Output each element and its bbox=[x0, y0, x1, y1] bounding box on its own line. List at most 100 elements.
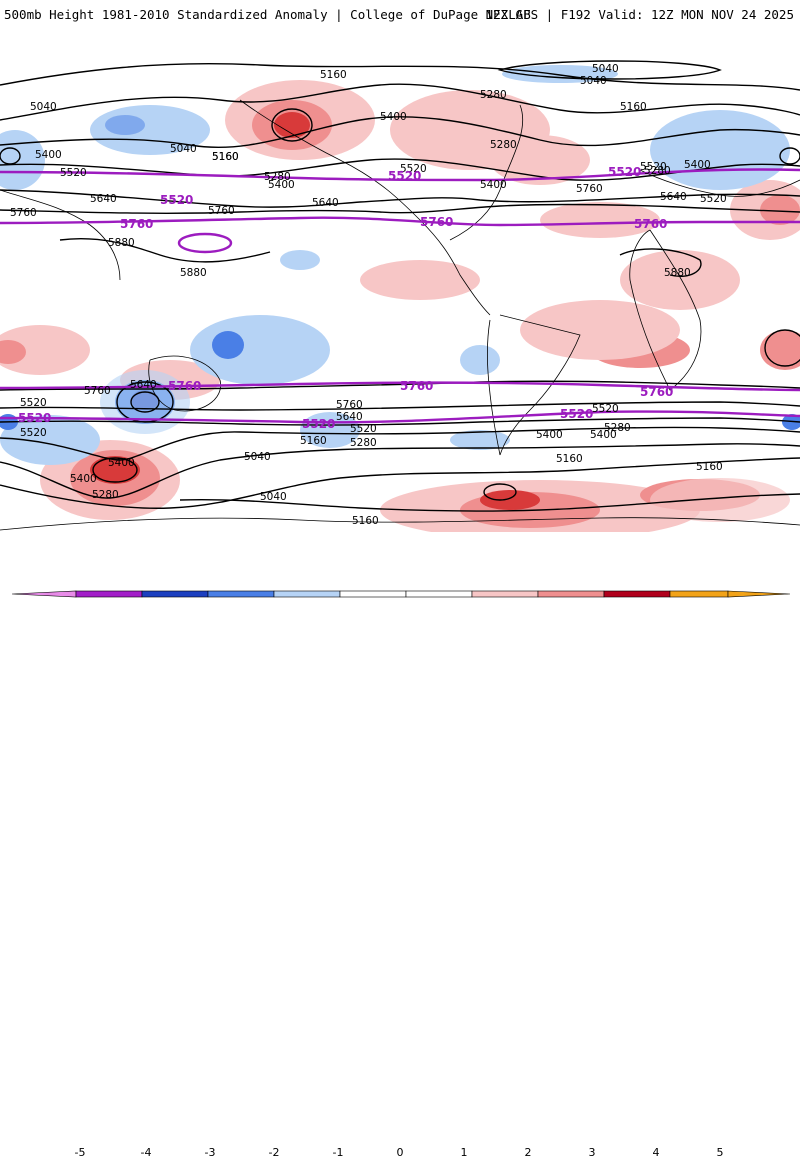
anomaly-pos1-sahara bbox=[620, 250, 740, 310]
contour-5520-north bbox=[0, 158, 800, 181]
anomaly-neg2-pacific bbox=[212, 331, 244, 359]
anomaly-neg1-s-pacific bbox=[300, 412, 360, 448]
colorbar-segment-neg3-neg2 bbox=[207, 590, 275, 598]
colorbar-tick-label: -2 bbox=[268, 1146, 280, 1159]
colorbar-tick-label: 1 bbox=[460, 1146, 468, 1159]
colorbar-segment-lt-neg5 bbox=[11, 590, 77, 598]
anomaly-pos3-south-ocean-w bbox=[90, 456, 140, 484]
contour-label: 5040 bbox=[260, 491, 287, 503]
anomaly-neg1-south-pacific bbox=[460, 345, 500, 375]
highlight-label: 5520 bbox=[160, 193, 193, 207]
colorbar-tick-label: 4 bbox=[652, 1146, 660, 1159]
coastlines bbox=[0, 99, 800, 531]
colorbar-segment-neg5-neg4 bbox=[75, 590, 143, 598]
anomaly-neg1-atlantic-north bbox=[650, 110, 790, 190]
colorbar-segment-0-pos1 bbox=[405, 590, 473, 598]
coast-north-america-east bbox=[449, 104, 524, 241]
highlight-5520-north bbox=[0, 168, 800, 182]
anomaly-pos1-south-atl-e bbox=[650, 478, 790, 522]
height-contours bbox=[0, 60, 800, 512]
contour-label: 5160 bbox=[556, 453, 583, 465]
colorbar-tick-label: 2 bbox=[524, 1146, 532, 1159]
highlight-label: 5520 bbox=[388, 169, 421, 183]
contour-5040-south bbox=[179, 493, 800, 512]
anomaly-pos1-africa bbox=[520, 300, 680, 360]
contour-label: 5400 bbox=[35, 149, 62, 161]
highlight-label: 5760 bbox=[168, 379, 201, 393]
contour-5280-north bbox=[0, 83, 800, 121]
contour-label: 5520 bbox=[60, 167, 87, 179]
contour-label: 5280 bbox=[490, 139, 517, 151]
anomaly-neg1-west bbox=[0, 130, 45, 190]
contour-label: 5760 bbox=[336, 399, 363, 411]
anomaly-colorbar: -5 -4 -3 -2 -1 0 1 2 3 4 5 bbox=[0, 570, 800, 1159]
colorbar-tick-label: -1 bbox=[332, 1146, 344, 1159]
contour-label: 5760 bbox=[10, 207, 37, 219]
anomaly-neg1-west-pacific bbox=[280, 250, 320, 270]
contour-label: 5520 bbox=[640, 161, 667, 173]
anomaly-neg2-siberia bbox=[105, 115, 145, 135]
anomaly-pos1-indian bbox=[0, 325, 90, 375]
contour-label: 5880 bbox=[108, 237, 135, 249]
contour-label: 5160 bbox=[300, 435, 327, 447]
coast-north-america bbox=[239, 99, 491, 316]
coast-asia bbox=[0, 189, 121, 281]
contour-5640-north bbox=[0, 189, 800, 208]
contour-low-antarctic bbox=[483, 483, 517, 501]
contour-label: 5040 bbox=[580, 75, 607, 87]
anomaly-pos3-antarctic bbox=[480, 490, 540, 510]
highlight-5880-loop bbox=[177, 232, 233, 254]
highlight-contours bbox=[0, 168, 800, 424]
contour-label: 5160 bbox=[696, 461, 723, 473]
highlight-label: 5520 bbox=[608, 165, 641, 179]
highlight-labels: 5520 5520 5520 5760 5760 5760 5760 5760 … bbox=[18, 165, 673, 431]
highlight-label: 5760 bbox=[120, 217, 153, 231]
contour-label: 5280 bbox=[644, 165, 671, 177]
highlight-label: 5760 bbox=[634, 217, 667, 231]
highlight-label: 5760 bbox=[400, 379, 433, 393]
colorbar-tick-label: 3 bbox=[588, 1146, 596, 1159]
contour-label: 5280 bbox=[264, 171, 291, 183]
anomaly-neg1-south-ocean bbox=[0, 415, 100, 465]
anomaly-pos2-indian bbox=[0, 340, 26, 364]
contour-labels: 5040 5040 5160 5040 5160 5280 5400 5520 … bbox=[10, 63, 727, 527]
colorbar-segment-pos1-pos2 bbox=[471, 590, 539, 598]
contour-label: 5400 bbox=[108, 457, 135, 469]
contour-label: 5880 bbox=[180, 267, 207, 279]
model-run-info: 12Z GFS | F192 Valid: 12Z MON NOV 24 202… bbox=[485, 7, 794, 22]
contour-5160-south bbox=[0, 457, 800, 509]
contour-label: 5040 bbox=[30, 101, 57, 113]
contour-label: 5400 bbox=[70, 473, 97, 485]
anomaly-pos1-tropics-atl bbox=[360, 260, 480, 300]
highlight-label: 5520 bbox=[560, 407, 593, 421]
chart-header: 500mb Height 1981-2010 Standardized Anom… bbox=[0, 0, 800, 28]
contour-5760-north bbox=[0, 203, 800, 214]
contour-label: 5520 bbox=[20, 427, 47, 439]
contour-5280-south bbox=[0, 443, 800, 499]
contour-label: 5520 bbox=[350, 423, 377, 435]
colorbar-segment-neg2-neg1 bbox=[273, 590, 341, 598]
contour-label: 5280 bbox=[92, 489, 119, 501]
contour-5040-north-ring bbox=[497, 60, 722, 80]
highlight-label: 5760 bbox=[420, 215, 453, 229]
anomaly-map: 5040 5040 5160 5040 5160 5280 5400 5520 … bbox=[0, 30, 800, 532]
colorbar-segment-pos3-pos4 bbox=[603, 590, 671, 598]
anomaly-pos2-europe bbox=[760, 195, 800, 225]
map-title: 500mb Height 1981-2010 Standardized Anom… bbox=[4, 7, 531, 22]
contour-label: 5880 bbox=[664, 267, 691, 279]
anomaly-pos3-pacific-north bbox=[274, 112, 310, 138]
contour-low-west bbox=[0, 147, 21, 165]
contour-label: 5520 bbox=[400, 163, 427, 175]
contour-label: 5400 bbox=[380, 111, 407, 123]
contour-label: 5400 bbox=[684, 159, 711, 171]
colorbar-tick-label: -4 bbox=[140, 1146, 152, 1159]
colorbar-segment-gt-pos5 bbox=[727, 590, 791, 598]
contour-label: 5280 bbox=[604, 422, 631, 434]
contour-label: 5400 bbox=[480, 179, 507, 191]
contour-label: 5760 bbox=[576, 183, 603, 195]
contour-label: 5280 bbox=[480, 89, 507, 101]
contour-5640-south bbox=[0, 401, 800, 411]
colorbar-segment-pos2-pos3 bbox=[537, 590, 605, 598]
highlight-label: 5760 bbox=[640, 385, 673, 399]
contour-low-south-indian bbox=[130, 391, 160, 413]
